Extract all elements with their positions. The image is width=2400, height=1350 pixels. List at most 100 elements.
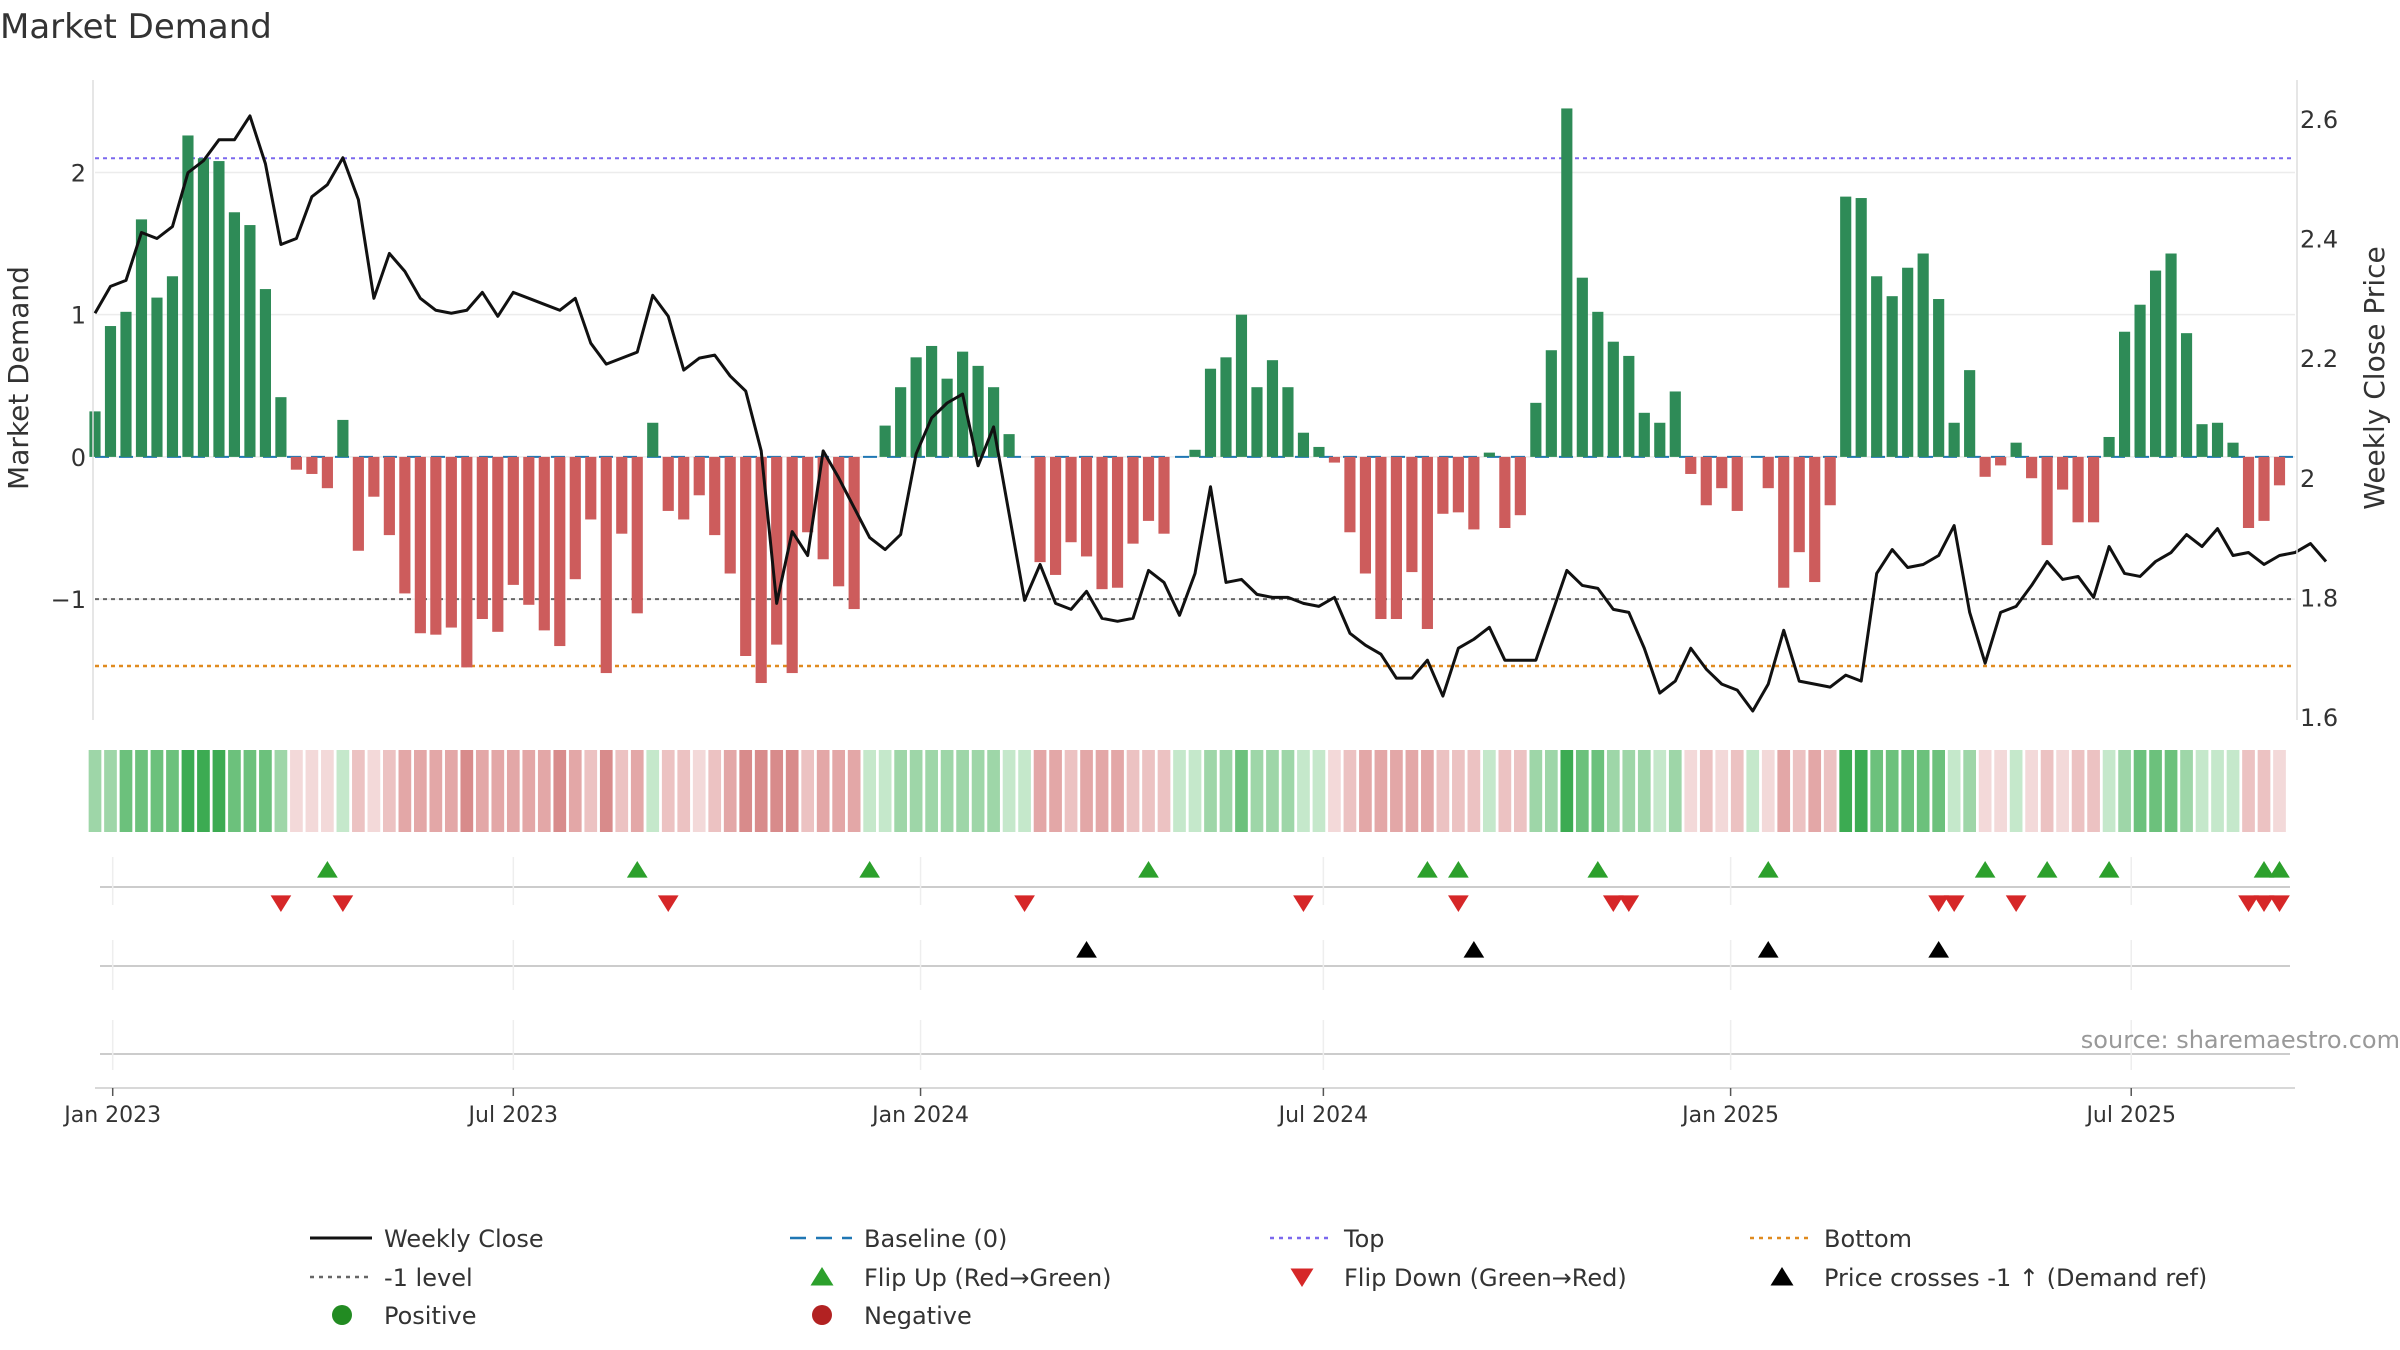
strip-cell — [2180, 750, 2193, 832]
negative-bar — [2242, 456, 2255, 528]
flip-up-marker — [1587, 861, 1609, 878]
positive-bar — [972, 365, 984, 457]
strip-cell — [1839, 750, 1853, 832]
flip-up-marker — [2036, 861, 2058, 878]
strip-cell — [259, 750, 272, 832]
strip-cell — [1591, 750, 1605, 832]
strip-cell — [135, 750, 148, 832]
negative-bar — [1762, 456, 1774, 489]
strip-cell — [894, 750, 907, 832]
flip-up-marker — [1974, 861, 1996, 878]
negative-bar — [2088, 456, 2100, 523]
positive-bar — [1964, 370, 1976, 457]
strip-cell — [1901, 750, 1915, 832]
strip-cell — [537, 750, 551, 832]
strip-cell — [847, 750, 861, 832]
strip-cell — [553, 750, 567, 832]
flip-down-marker — [1602, 895, 1624, 912]
positive-bar — [1561, 108, 1573, 457]
positive-bar — [1483, 452, 1495, 457]
negative-bar — [802, 456, 814, 533]
strip-cell — [150, 750, 164, 832]
positive-bar — [1855, 198, 1867, 457]
demand-bars — [89, 108, 2286, 684]
strip-cell — [1204, 750, 1217, 832]
strip-cell — [444, 750, 458, 832]
strip-cell — [2242, 750, 2255, 832]
strip-cell — [1281, 750, 1295, 832]
positive-bar — [2010, 442, 2022, 457]
strip-cell — [1761, 750, 1775, 832]
strip-cell — [2211, 750, 2224, 832]
negative-bar — [1685, 456, 1697, 474]
flip-up-marker — [1138, 861, 1159, 878]
legend-label: Positive — [384, 1302, 477, 1330]
left-tick-label: −1 — [51, 586, 86, 614]
strip-cell — [367, 750, 381, 832]
positive-bar — [1576, 277, 1588, 457]
strip-cell — [1684, 750, 1698, 832]
negative-bar — [368, 456, 380, 497]
flip-down-marker — [2269, 895, 2290, 912]
strip-cell — [104, 750, 117, 832]
negative-bar — [755, 456, 767, 684]
strip-cell — [1421, 750, 1434, 832]
negative-bar — [1778, 456, 1790, 588]
strip-cell — [816, 750, 830, 832]
negative-bar — [693, 456, 705, 496]
strip-cell — [863, 750, 876, 832]
positive-bar — [1282, 387, 1294, 457]
strip-cell — [909, 750, 923, 832]
negative-bar — [1437, 456, 1449, 514]
strip-cell — [1312, 750, 1326, 832]
strip-cell — [414, 750, 427, 832]
strip-cell — [305, 750, 319, 832]
positive-bar — [151, 297, 163, 457]
x-tick-label: Jul 2025 — [2084, 1103, 2176, 1128]
strip-cell — [212, 750, 226, 832]
negative-bar — [2041, 456, 2053, 546]
legend-label: Bottom — [1824, 1225, 1912, 1253]
negative-bar — [461, 456, 473, 668]
legend-item: Price crosses -1 ↑ (Demand ref) — [1770, 1264, 2207, 1292]
legend-swatch-triangle-down — [1290, 1268, 1314, 1287]
flip-up-marker — [2253, 861, 2275, 878]
flip-down-marker — [1448, 895, 1469, 912]
negative-bar — [1080, 456, 1093, 557]
negative-bar — [1809, 456, 1821, 583]
positive-bar — [1235, 314, 1248, 457]
negative-bar — [290, 456, 302, 470]
flip-down-marker — [2005, 895, 2027, 912]
positive-bar — [2180, 333, 2193, 457]
strip-cell — [1653, 750, 1667, 832]
legend-label: Top — [1343, 1225, 1385, 1253]
strip-cell — [754, 750, 768, 832]
flip-down-marker — [1928, 895, 1950, 912]
strip-cell — [925, 750, 938, 832]
x-tick-label: Jan 2023 — [62, 1103, 161, 1128]
positive-bar — [1917, 253, 1929, 457]
strip-cell — [1374, 750, 1388, 832]
legend-swatch-circle — [812, 1305, 832, 1325]
negative-bar — [1421, 456, 1433, 629]
positive-bar — [1251, 387, 1263, 457]
positive-bar — [2196, 424, 2208, 457]
strip-cell — [506, 750, 520, 832]
negative-bar — [1328, 456, 1341, 463]
close-price-line — [93, 114, 2328, 713]
positive-bar — [259, 289, 271, 457]
negative-bar — [1979, 456, 1991, 477]
strip-cell — [2133, 750, 2147, 832]
strip-cell — [197, 750, 210, 832]
left-tick-label: 2 — [71, 159, 86, 187]
right-tick-label: 2 — [2300, 465, 2315, 493]
flip-up-marker — [1417, 861, 1438, 878]
right-tick-label: 1.6 — [2300, 704, 2338, 732]
negative-bar — [786, 456, 798, 674]
legend-label: -1 level — [384, 1264, 473, 1292]
negative-bar — [662, 456, 674, 511]
negative-bar — [678, 456, 690, 520]
positive-bar — [895, 387, 907, 457]
positive-bar — [1592, 311, 1604, 457]
strip-cell — [2009, 750, 2023, 832]
